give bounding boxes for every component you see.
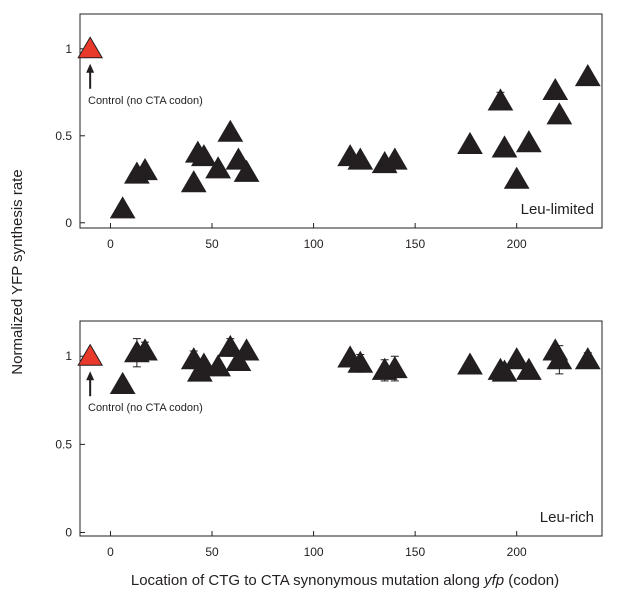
control-label: Control (no CTA codon) (88, 95, 203, 107)
data-point (233, 159, 260, 182)
data-point (503, 166, 530, 189)
x-tick-label: 200 (507, 237, 527, 251)
data-point (381, 355, 408, 379)
data-point (491, 359, 518, 382)
panel-label: Leu-limited (521, 201, 594, 218)
data-point (546, 347, 573, 370)
data-point (487, 88, 514, 111)
data-point (491, 135, 518, 158)
x-tick-label: 100 (304, 237, 324, 251)
data-point (109, 371, 136, 394)
x-tick-label: 200 (507, 545, 527, 559)
x-tick-label: 50 (205, 545, 219, 559)
data-point (503, 347, 530, 370)
data-point (574, 64, 601, 87)
data-point (516, 130, 542, 153)
panel-label: Leu-rich (540, 509, 594, 526)
control-arrow-head (86, 371, 95, 381)
data-point (542, 77, 569, 101)
data-point (217, 334, 244, 357)
data-point (205, 156, 231, 179)
y-tick-label: 1 (65, 42, 72, 56)
data-point (381, 147, 408, 170)
y-tick-label: 1 (65, 349, 72, 363)
control-arrow-head (86, 63, 95, 73)
panel-leu-rich: 0 50 100 150 200 0 0.5 1 Control (no CTA codon) L… (55, 320, 603, 559)
data-point (109, 196, 136, 219)
data-point (347, 350, 374, 373)
plot-frame (79, 13, 603, 229)
y-tick-label: 0.5 (55, 129, 72, 143)
data-point (191, 144, 217, 167)
data-point (132, 157, 158, 181)
data-point (546, 102, 573, 125)
y-tick-label: 0.5 (55, 437, 72, 451)
data-point (574, 347, 601, 370)
x-tick-label: 150 (405, 237, 425, 251)
x-tick-label: 50 (205, 237, 219, 251)
data-point (347, 147, 374, 170)
data-point (180, 170, 207, 193)
plot-frame (79, 320, 603, 537)
x-axis-label: Location of CTG to CTA synonymous mutati… (131, 572, 559, 589)
data-point (516, 357, 542, 380)
panel-leu-limited: 0 50 100 150 200 0 0.5 1 Control (no CTA codon) L… (55, 13, 603, 251)
data-point (233, 338, 260, 361)
control-label: Control (no CTA codon) (88, 402, 203, 414)
data-point (457, 131, 483, 154)
y-axis-label: Normalized YFP synthesis rate (9, 169, 26, 374)
data-point (457, 352, 483, 375)
x-tick-label: 100 (304, 545, 324, 559)
data-point (132, 338, 158, 361)
data-point (217, 119, 244, 142)
control-point (77, 343, 104, 366)
data-point (205, 354, 231, 377)
y-tick-label: 0 (65, 216, 72, 230)
x-tick-label: 150 (405, 545, 425, 559)
x-tick-label: 0 (107, 237, 114, 251)
x-tick-label: 0 (107, 545, 114, 559)
control-point (77, 36, 104, 59)
y-tick-label: 0 (65, 525, 72, 539)
